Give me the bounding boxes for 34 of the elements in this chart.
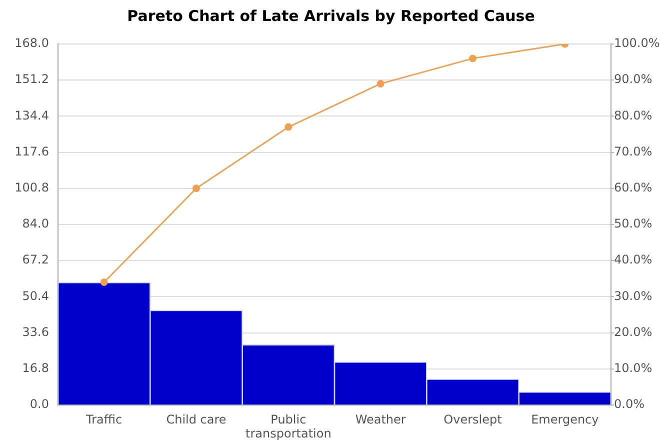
y-tick-label: 134.4 bbox=[14, 108, 49, 122]
x-tick-label: Child care bbox=[166, 412, 226, 426]
point bbox=[192, 184, 200, 192]
y-tick-label: 0.0 bbox=[30, 397, 49, 412]
y2-tick-label: 80.0% bbox=[614, 108, 652, 122]
y2-tick-label: 50.0% bbox=[614, 216, 652, 231]
y2-tick-label: 40.0% bbox=[614, 252, 652, 267]
x-tick-label: Traffic bbox=[85, 412, 122, 426]
point bbox=[284, 123, 292, 131]
y2-tick-label: 60.0% bbox=[614, 180, 652, 195]
y-tick-label: 117.6 bbox=[14, 144, 49, 158]
y2-tick-label: 70.0% bbox=[614, 144, 652, 158]
y-tick-label: 33.6 bbox=[22, 324, 49, 339]
y2-tick-label: 90.0% bbox=[614, 72, 652, 86]
x-tick-label: Overslept bbox=[444, 412, 502, 426]
y2-tick-label: 30.0% bbox=[614, 288, 652, 303]
y2-tick-label: 10.0% bbox=[614, 361, 652, 376]
y-tick-label: 168.0 bbox=[14, 36, 49, 50]
x-tick-label: Public transportation bbox=[246, 412, 332, 441]
y2-tick-label: 0.0% bbox=[614, 397, 644, 412]
y-tick-label: 67.2 bbox=[22, 252, 49, 267]
x-tick-label: Emergency bbox=[531, 412, 599, 426]
y2-tick-label: 20.0% bbox=[614, 324, 652, 339]
y-tick-label: 16.8 bbox=[22, 361, 49, 376]
point bbox=[469, 54, 476, 62]
y2-tick-label: 100.0% bbox=[614, 36, 660, 50]
x-tick-label: Weather bbox=[355, 412, 406, 426]
y-tick-label: 100.8 bbox=[14, 180, 49, 195]
point bbox=[376, 80, 384, 88]
y-tick-label: 50.4 bbox=[22, 288, 49, 303]
chart-title: Pareto Chart of Late Arrivals by Reported Cause bbox=[127, 6, 535, 25]
point bbox=[100, 278, 108, 286]
y-tick-label: 151.2 bbox=[14, 72, 49, 86]
y-tick-label: 84.0 bbox=[22, 216, 49, 231]
